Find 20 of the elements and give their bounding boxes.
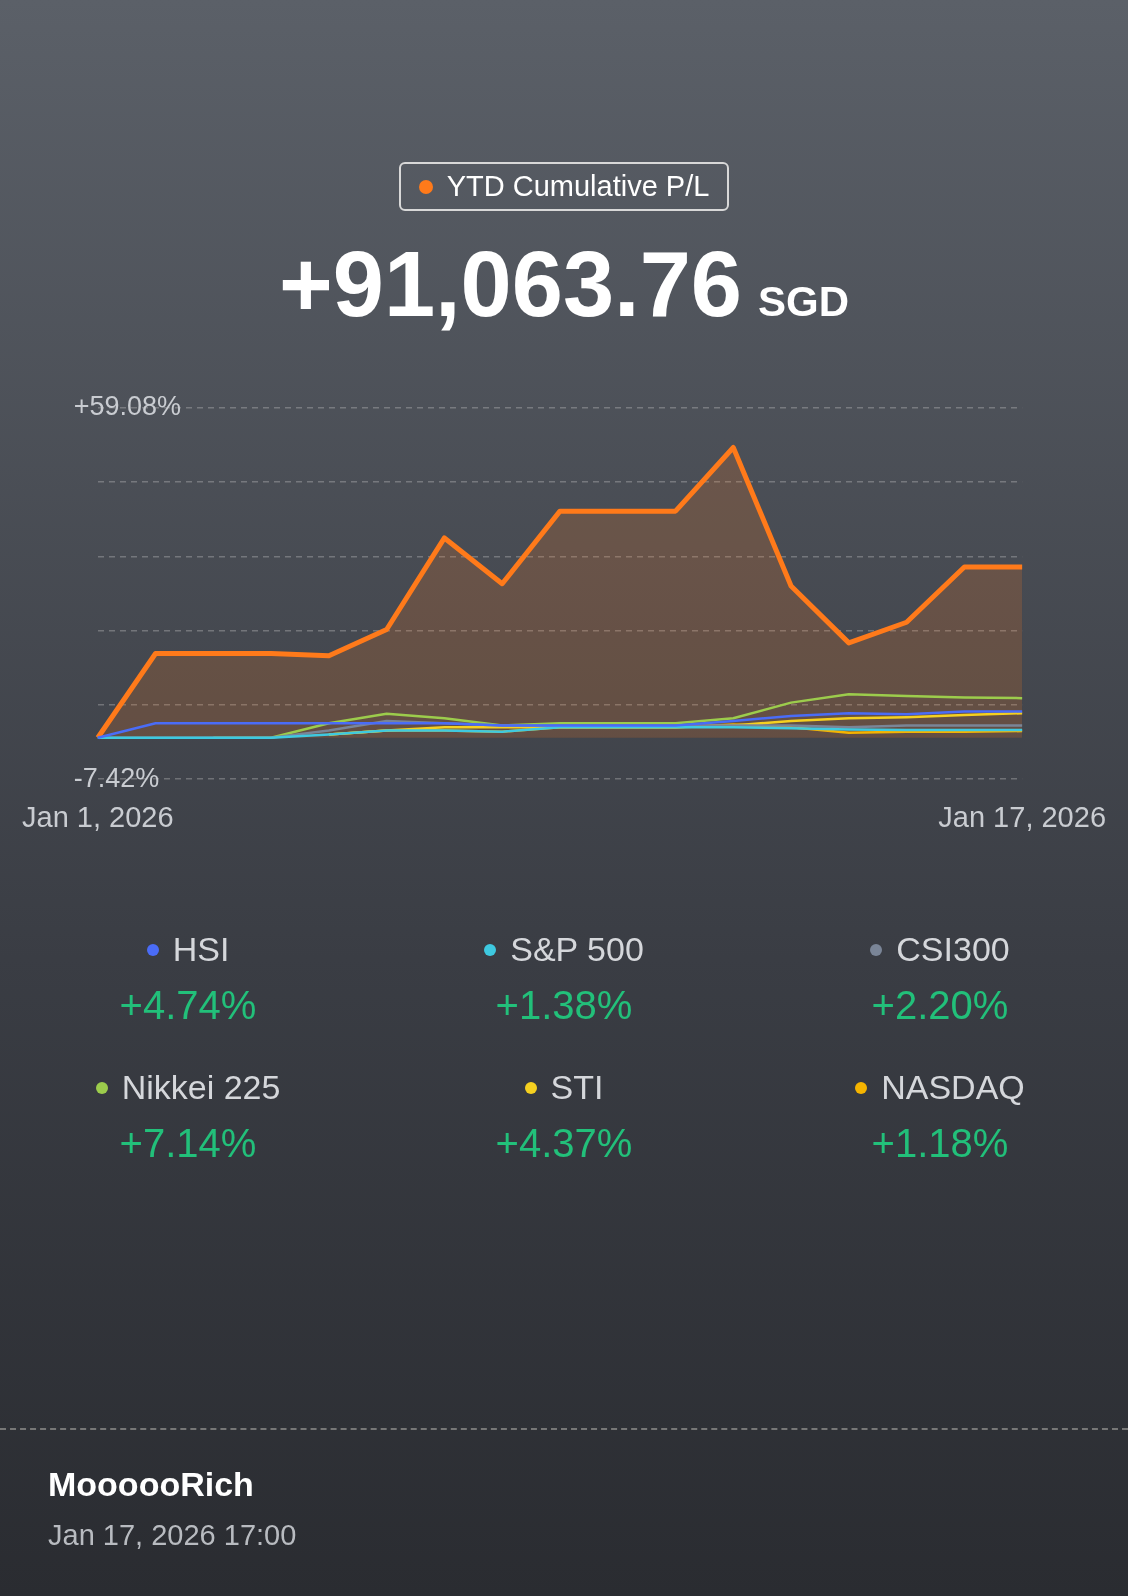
text: +2.20% [870,983,1010,1028]
legend-label: CSI300 [896,930,1010,969]
legend-label: HSI [172,930,230,969]
y-tick-label: -7.42% [73,762,160,793]
text: +1.38% [494,983,634,1028]
chart-title: YTD Cumulative P/L [446,170,710,203]
legend-label: Nikkei 225 [121,1068,281,1107]
text: +1.18% [870,1121,1010,1166]
x-tick-label: Jan 1, 2026 [22,800,174,833]
legend-label: NASDAQ [881,1068,1025,1107]
y-tick-label: +59.08% [73,391,182,422]
text: MoooooRich [48,1465,254,1504]
text: Jan 17, 2026 17:00 [48,1519,297,1552]
text: +4.37% [494,1121,634,1166]
x-tick-label: Jan 17, 2026 [938,800,1106,833]
text: +7.14% [118,1121,258,1166]
legend-label: S&P 500 [510,930,644,969]
chart-subtitle: +91,063.76 SGD [278,233,850,335]
text: +4.74% [118,983,258,1028]
legend-label: STI [550,1068,604,1107]
